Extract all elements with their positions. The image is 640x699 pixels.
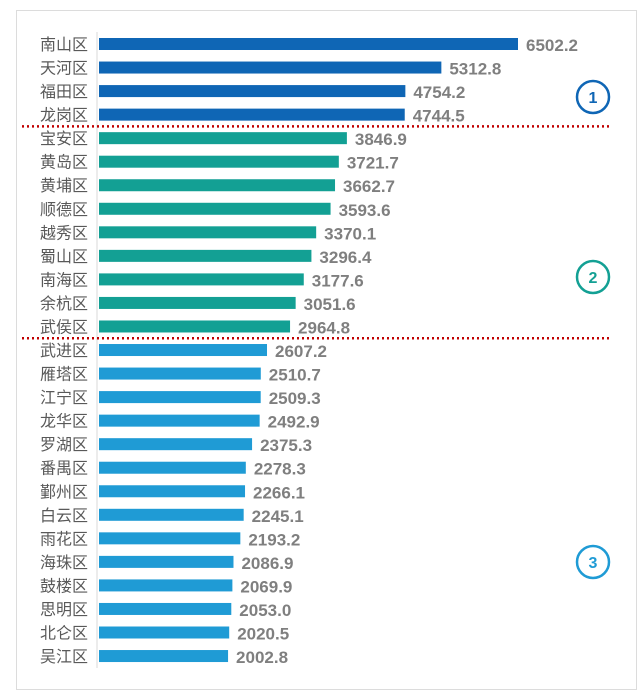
value-label: 2053.0 bbox=[239, 601, 291, 620]
category-label: 福田区 bbox=[40, 83, 88, 101]
value-label: 2002.8 bbox=[236, 648, 288, 667]
group-marker-label: 3 bbox=[589, 555, 598, 572]
value-label: 2492.9 bbox=[268, 413, 320, 432]
group-marker-label: 1 bbox=[589, 90, 598, 107]
bar bbox=[99, 61, 442, 74]
value-label: 3370.1 bbox=[324, 224, 376, 243]
bar bbox=[99, 38, 518, 50]
category-label: 鄞州区 bbox=[40, 483, 88, 501]
value-label: 3721.7 bbox=[347, 154, 399, 173]
bar bbox=[99, 461, 246, 474]
bar bbox=[99, 108, 405, 121]
category-label: 罗湖区 bbox=[40, 436, 88, 454]
bar bbox=[99, 202, 331, 215]
value-label: 2086.9 bbox=[241, 554, 293, 573]
value-label: 6502.2 bbox=[526, 36, 578, 55]
group-marker-label: 2 bbox=[589, 270, 598, 287]
bar bbox=[99, 532, 241, 545]
category-label: 吴江区 bbox=[40, 648, 88, 666]
category-label: 北仑区 bbox=[40, 625, 88, 643]
bar bbox=[99, 579, 233, 592]
bar bbox=[99, 85, 406, 98]
value-label: 5312.8 bbox=[449, 60, 501, 79]
category-label: 越秀区 bbox=[40, 224, 88, 242]
group-marker-circle bbox=[575, 259, 611, 295]
value-label: 2020.5 bbox=[237, 625, 289, 644]
category-label: 龙岗区 bbox=[40, 107, 88, 125]
bar bbox=[99, 438, 253, 451]
bar bbox=[99, 367, 261, 380]
value-label: 2278.3 bbox=[254, 460, 306, 479]
category-label: 武进区 bbox=[40, 342, 88, 360]
value-label: 2375.3 bbox=[260, 436, 312, 455]
bar bbox=[99, 155, 339, 168]
category-label: 鼓楼区 bbox=[40, 577, 88, 595]
value-label: 2245.1 bbox=[252, 507, 304, 526]
category-label: 南海区 bbox=[40, 271, 88, 289]
value-label: 2510.7 bbox=[269, 366, 321, 385]
category-label: 白云区 bbox=[40, 507, 88, 525]
category-label: 南山区 bbox=[40, 36, 88, 54]
bar bbox=[99, 626, 230, 639]
value-label: 3177.6 bbox=[312, 271, 364, 290]
bar bbox=[99, 273, 304, 286]
category-label: 雁塔区 bbox=[40, 366, 88, 384]
category-label: 黄岛区 bbox=[40, 154, 88, 172]
bar bbox=[99, 485, 246, 498]
bar bbox=[99, 226, 317, 239]
bar bbox=[99, 414, 260, 427]
group-marker-circle bbox=[575, 544, 611, 580]
category-label: 武侯区 bbox=[40, 318, 88, 336]
bar bbox=[99, 296, 296, 309]
bar bbox=[99, 602, 232, 615]
value-label: 3846.9 bbox=[355, 130, 407, 149]
category-label: 海珠区 bbox=[40, 554, 88, 572]
value-label: 3296.4 bbox=[319, 248, 372, 267]
bar bbox=[99, 650, 229, 663]
bar bbox=[99, 555, 234, 568]
bar bbox=[99, 249, 312, 262]
value-label: 3051.6 bbox=[304, 295, 356, 314]
value-label: 2069.9 bbox=[240, 577, 292, 596]
category-label: 蜀山区 bbox=[40, 248, 88, 266]
bar bbox=[99, 508, 244, 521]
value-label: 3593.6 bbox=[339, 201, 391, 220]
category-label: 雨花区 bbox=[40, 530, 88, 548]
value-label: 2964.8 bbox=[298, 318, 350, 337]
value-label: 2607.2 bbox=[275, 342, 327, 361]
bar bbox=[99, 344, 268, 357]
category-label: 天河区 bbox=[40, 60, 88, 78]
category-label: 黄埔区 bbox=[40, 177, 88, 195]
value-label: 2193.2 bbox=[248, 530, 300, 549]
value-label: 4744.5 bbox=[413, 107, 465, 126]
category-label: 思明区 bbox=[40, 601, 88, 619]
value-label: 4754.2 bbox=[413, 83, 465, 102]
bar bbox=[99, 320, 291, 333]
value-label: 2509.3 bbox=[269, 389, 321, 408]
category-label: 宝安区 bbox=[40, 130, 88, 148]
bar bbox=[99, 132, 347, 145]
category-label: 番禺区 bbox=[40, 460, 88, 478]
category-label: 龙华区 bbox=[40, 413, 88, 431]
value-label: 3662.7 bbox=[343, 177, 395, 196]
category-label: 顺德区 bbox=[40, 201, 88, 219]
bar bbox=[99, 391, 261, 404]
category-label: 余杭区 bbox=[40, 294, 88, 313]
bar bbox=[99, 179, 336, 192]
group-marker-circle bbox=[575, 79, 611, 115]
category-label: 江宁区 bbox=[40, 389, 88, 407]
value-label: 2266.1 bbox=[253, 483, 305, 502]
